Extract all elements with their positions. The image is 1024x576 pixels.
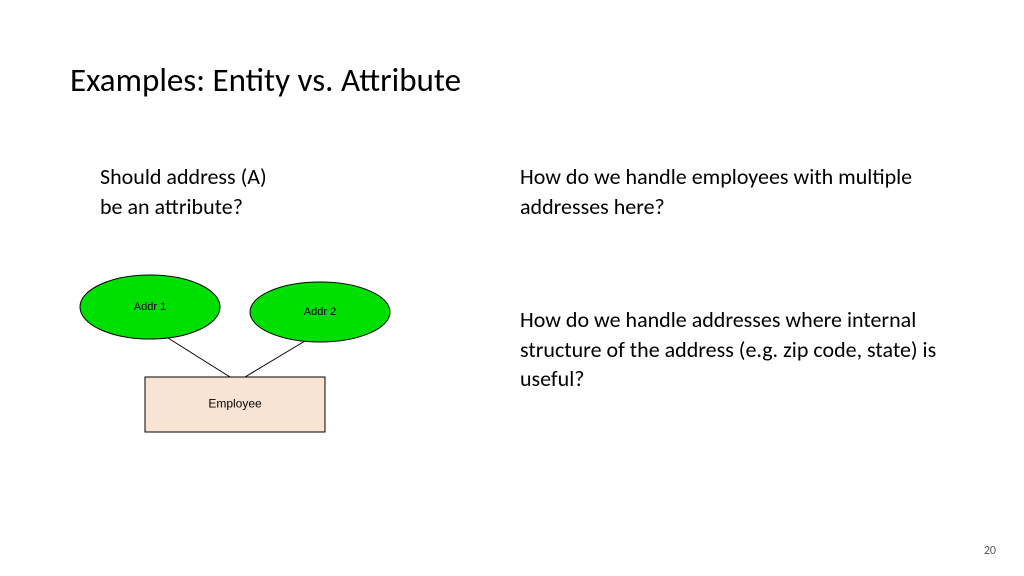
- left-question: Should address (A)be an attribute?: [100, 162, 267, 221]
- right-question-1: How do we handle employees with multiple…: [520, 162, 950, 221]
- right-question-2: How do we handle addresses where interna…: [520, 305, 950, 394]
- er-diagram-svg: Addr 1 Addr 2 Employee: [70, 262, 440, 462]
- entity-label-employee: Employee: [208, 397, 262, 411]
- edge-addr2-employee: [245, 341, 305, 377]
- attr-label-addr2: Addr 2: [304, 306, 336, 318]
- slide-title: Examples: Entity vs. Attribute: [70, 60, 461, 100]
- er-diagram: Addr 1 Addr 2 Employee: [70, 262, 440, 462]
- page-number: 20: [984, 544, 996, 558]
- edge-addr1-employee: [168, 338, 230, 377]
- attr-label-addr1: Addr 1: [134, 301, 166, 313]
